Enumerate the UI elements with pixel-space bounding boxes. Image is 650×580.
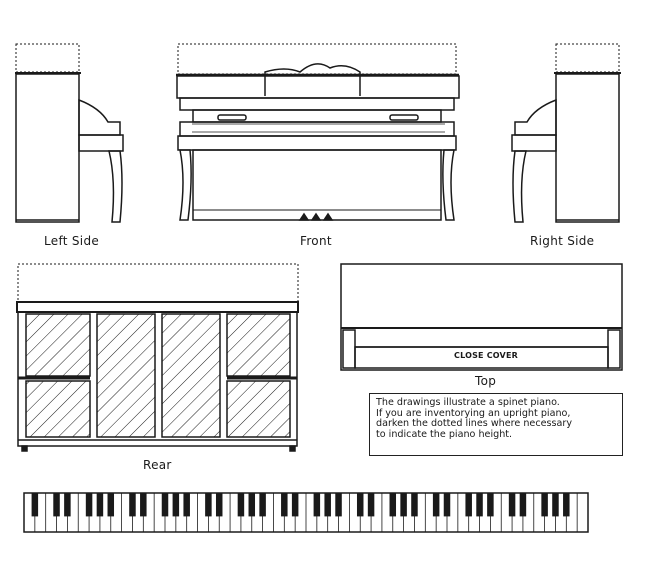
right-height-dotted xyxy=(555,43,620,73)
black-key xyxy=(205,493,212,517)
rear-panel xyxy=(226,313,291,377)
rear-label: Rear xyxy=(143,458,172,472)
right-cabinet xyxy=(555,73,620,223)
black-key xyxy=(563,493,570,517)
front-key-slip xyxy=(177,135,457,151)
front-label: Front xyxy=(300,234,332,248)
black-key xyxy=(31,493,39,517)
black-key xyxy=(443,493,451,517)
black-key xyxy=(487,493,494,517)
black-key xyxy=(215,493,223,517)
black-key xyxy=(400,493,407,517)
note-line: darken the dotted lines where necessary xyxy=(376,418,573,429)
black-key xyxy=(64,493,71,517)
black-key xyxy=(313,493,321,517)
front-right-leg xyxy=(442,149,455,221)
note-line: to indicate the piano height. xyxy=(376,428,513,440)
black-key xyxy=(519,493,527,517)
black-key xyxy=(129,493,136,517)
front-height-dotted xyxy=(177,43,457,75)
right-leg xyxy=(512,150,527,223)
black-key xyxy=(259,493,266,517)
black-key xyxy=(367,493,375,517)
rear-panel xyxy=(96,313,156,438)
black-key xyxy=(476,493,483,517)
black-key xyxy=(96,493,104,517)
instruction-note: The drawings illustrate a spinet piano. … xyxy=(369,393,623,456)
pedal xyxy=(298,212,310,221)
note-line: If you are inventorying an upright piano… xyxy=(376,407,571,419)
black-key xyxy=(508,493,516,517)
left-leg xyxy=(108,150,123,223)
black-key xyxy=(465,493,472,517)
black-key xyxy=(172,493,180,517)
black-key xyxy=(335,493,342,517)
right-side-label: Right Side xyxy=(530,234,595,248)
left-cabinet xyxy=(15,73,80,223)
rear-panel xyxy=(161,313,221,438)
pedal xyxy=(310,212,322,221)
top-lid xyxy=(340,263,623,371)
left-height-dotted xyxy=(15,43,80,73)
front-view xyxy=(176,43,460,221)
right-keybed xyxy=(514,98,557,136)
black-key xyxy=(291,493,299,517)
black-key xyxy=(85,493,93,517)
black-key xyxy=(248,493,256,517)
rear-panel xyxy=(25,313,91,377)
front-left-leg xyxy=(179,149,192,221)
black-key xyxy=(432,493,440,517)
pedal xyxy=(322,212,334,221)
fallboard xyxy=(354,346,609,369)
rear-height-dotted xyxy=(17,263,299,303)
rear-view xyxy=(16,263,299,452)
left-side-label: Left Side xyxy=(44,234,100,248)
music-desk xyxy=(264,63,361,96)
left-side-view xyxy=(15,43,124,223)
top-label: Top xyxy=(475,374,497,388)
rear-panel xyxy=(25,380,91,438)
right-side-view xyxy=(511,43,621,223)
black-key xyxy=(281,493,288,517)
rear-panel xyxy=(226,380,291,438)
black-key xyxy=(161,493,169,517)
black-key xyxy=(324,493,331,517)
front-top-rail xyxy=(176,75,460,99)
note-line: The drawings illustrate a spinet piano. xyxy=(376,397,560,408)
black-key xyxy=(53,493,60,517)
black-key xyxy=(389,493,397,517)
black-key xyxy=(552,493,559,517)
piano-keyboard xyxy=(23,492,589,533)
black-key xyxy=(183,493,190,517)
black-key xyxy=(237,493,245,517)
close-cover-label: CLOSE COVER xyxy=(454,351,518,360)
black-key xyxy=(140,493,147,517)
black-key xyxy=(107,493,115,517)
black-key xyxy=(411,493,418,517)
black-key xyxy=(356,493,364,517)
top-view xyxy=(340,263,623,371)
black-key xyxy=(541,493,548,517)
left-keybed xyxy=(78,98,121,136)
